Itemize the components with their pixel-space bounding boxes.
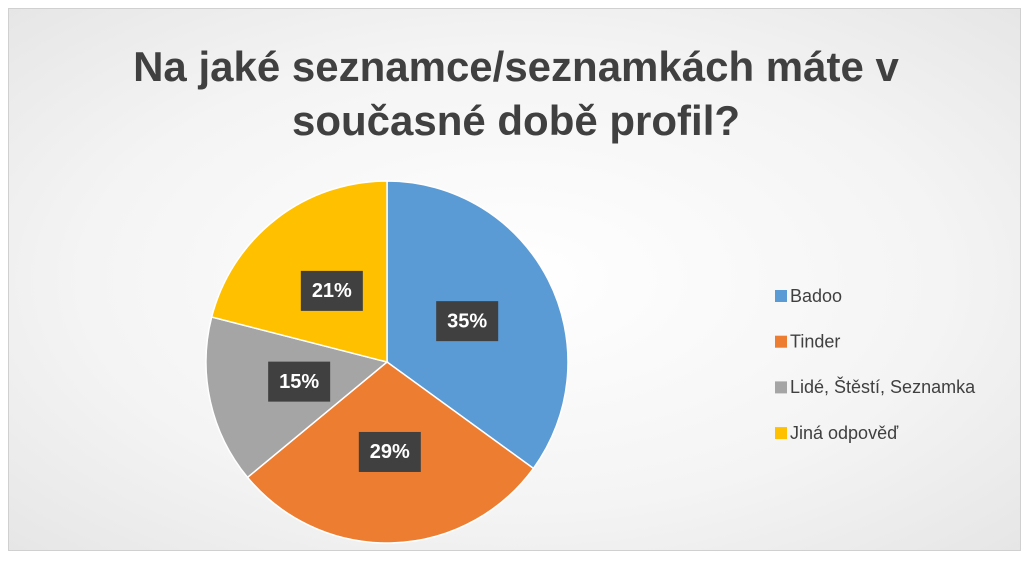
data-label: 21% bbox=[312, 280, 352, 302]
legend-swatch bbox=[775, 335, 787, 348]
legend-swatch bbox=[775, 290, 787, 302]
pie-slice bbox=[210, 180, 388, 363]
data-label: 29% bbox=[370, 441, 410, 463]
legend-label: Lidé, Štěstí, Seznamka bbox=[790, 376, 976, 397]
legend-swatch bbox=[775, 381, 787, 394]
data-label-box bbox=[358, 431, 421, 472]
legend-label: Jiná odpověď bbox=[790, 423, 899, 443]
data-label: 35% bbox=[447, 310, 487, 332]
data-label-box bbox=[268, 361, 331, 402]
chart-title: Na jaké seznamce/seznamkách máte v souča… bbox=[133, 43, 899, 144]
data-label: 15% bbox=[279, 371, 319, 393]
data-label-box bbox=[436, 301, 499, 342]
legend-label: Badoo bbox=[790, 286, 842, 306]
data-label-box bbox=[300, 270, 363, 311]
legend-swatch bbox=[775, 427, 787, 440]
legend-label: Tinder bbox=[790, 331, 840, 351]
